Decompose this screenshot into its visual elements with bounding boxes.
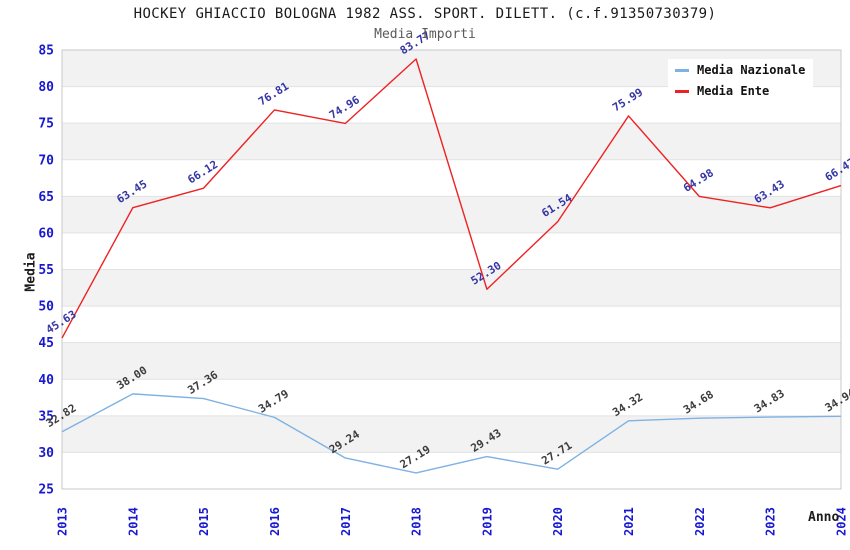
svg-text:2018: 2018 [410, 507, 424, 536]
svg-text:55: 55 [38, 263, 54, 278]
svg-text:60: 60 [38, 226, 54, 241]
svg-text:50: 50 [38, 300, 54, 315]
chart-title: HOCKEY GHIACCIO BOLOGNA 1982 ASS. SPORT.… [133, 6, 717, 22]
svg-text:40: 40 [38, 373, 54, 388]
chart-subtitle: Media Importi [374, 27, 476, 42]
legend-swatch-ente [675, 89, 689, 93]
svg-text:75: 75 [38, 117, 54, 132]
series-line-1 [61, 58, 842, 339]
y-axis-title: Media [23, 252, 39, 292]
svg-text:85: 85 [38, 44, 54, 59]
legend-swatch-nazionale [675, 68, 689, 72]
plot-border [61, 49, 842, 490]
svg-text:2016: 2016 [268, 507, 282, 536]
legend: Media Nazionale Media Ente [668, 59, 814, 103]
svg-text:35: 35 [38, 409, 54, 424]
svg-text:2013: 2013 [56, 507, 70, 536]
svg-text:2015: 2015 [197, 507, 211, 536]
svg-text:2020: 2020 [551, 507, 565, 536]
svg-text:2019: 2019 [480, 507, 494, 536]
svg-text:2022: 2022 [693, 507, 707, 536]
x-axis-tick-labels: 2013 2014 2015 2016 2017 2018 2019 2020 2021 2022… [56, 507, 849, 536]
svg-text:25: 25 [38, 483, 54, 498]
svg-text:2024: 2024 [835, 507, 849, 536]
series-line-0 [61, 393, 842, 474]
svg-text:80: 80 [38, 80, 54, 95]
legend-item-media-nazionale: Media Nazionale [675, 63, 805, 77]
svg-text:2021: 2021 [622, 507, 636, 536]
svg-text:65: 65 [38, 190, 54, 205]
legend-item-media-ente: Media Ente [675, 84, 805, 98]
legend-label-nazionale: Media Nazionale [697, 63, 806, 77]
x-axis-title: Anno [808, 510, 840, 525]
svg-text:2017: 2017 [339, 507, 353, 536]
svg-text:45: 45 [38, 336, 54, 351]
legend-label-ente: Media Ente [697, 84, 770, 98]
svg-text:2023: 2023 [764, 507, 778, 536]
svg-text:30: 30 [38, 446, 54, 461]
svg-text:70: 70 [38, 153, 54, 168]
y-axis-tick-labels: 25 30 35 40 45 50 55 60 65 70 75 80 85 [38, 44, 54, 498]
svg-text:2014: 2014 [126, 507, 140, 536]
